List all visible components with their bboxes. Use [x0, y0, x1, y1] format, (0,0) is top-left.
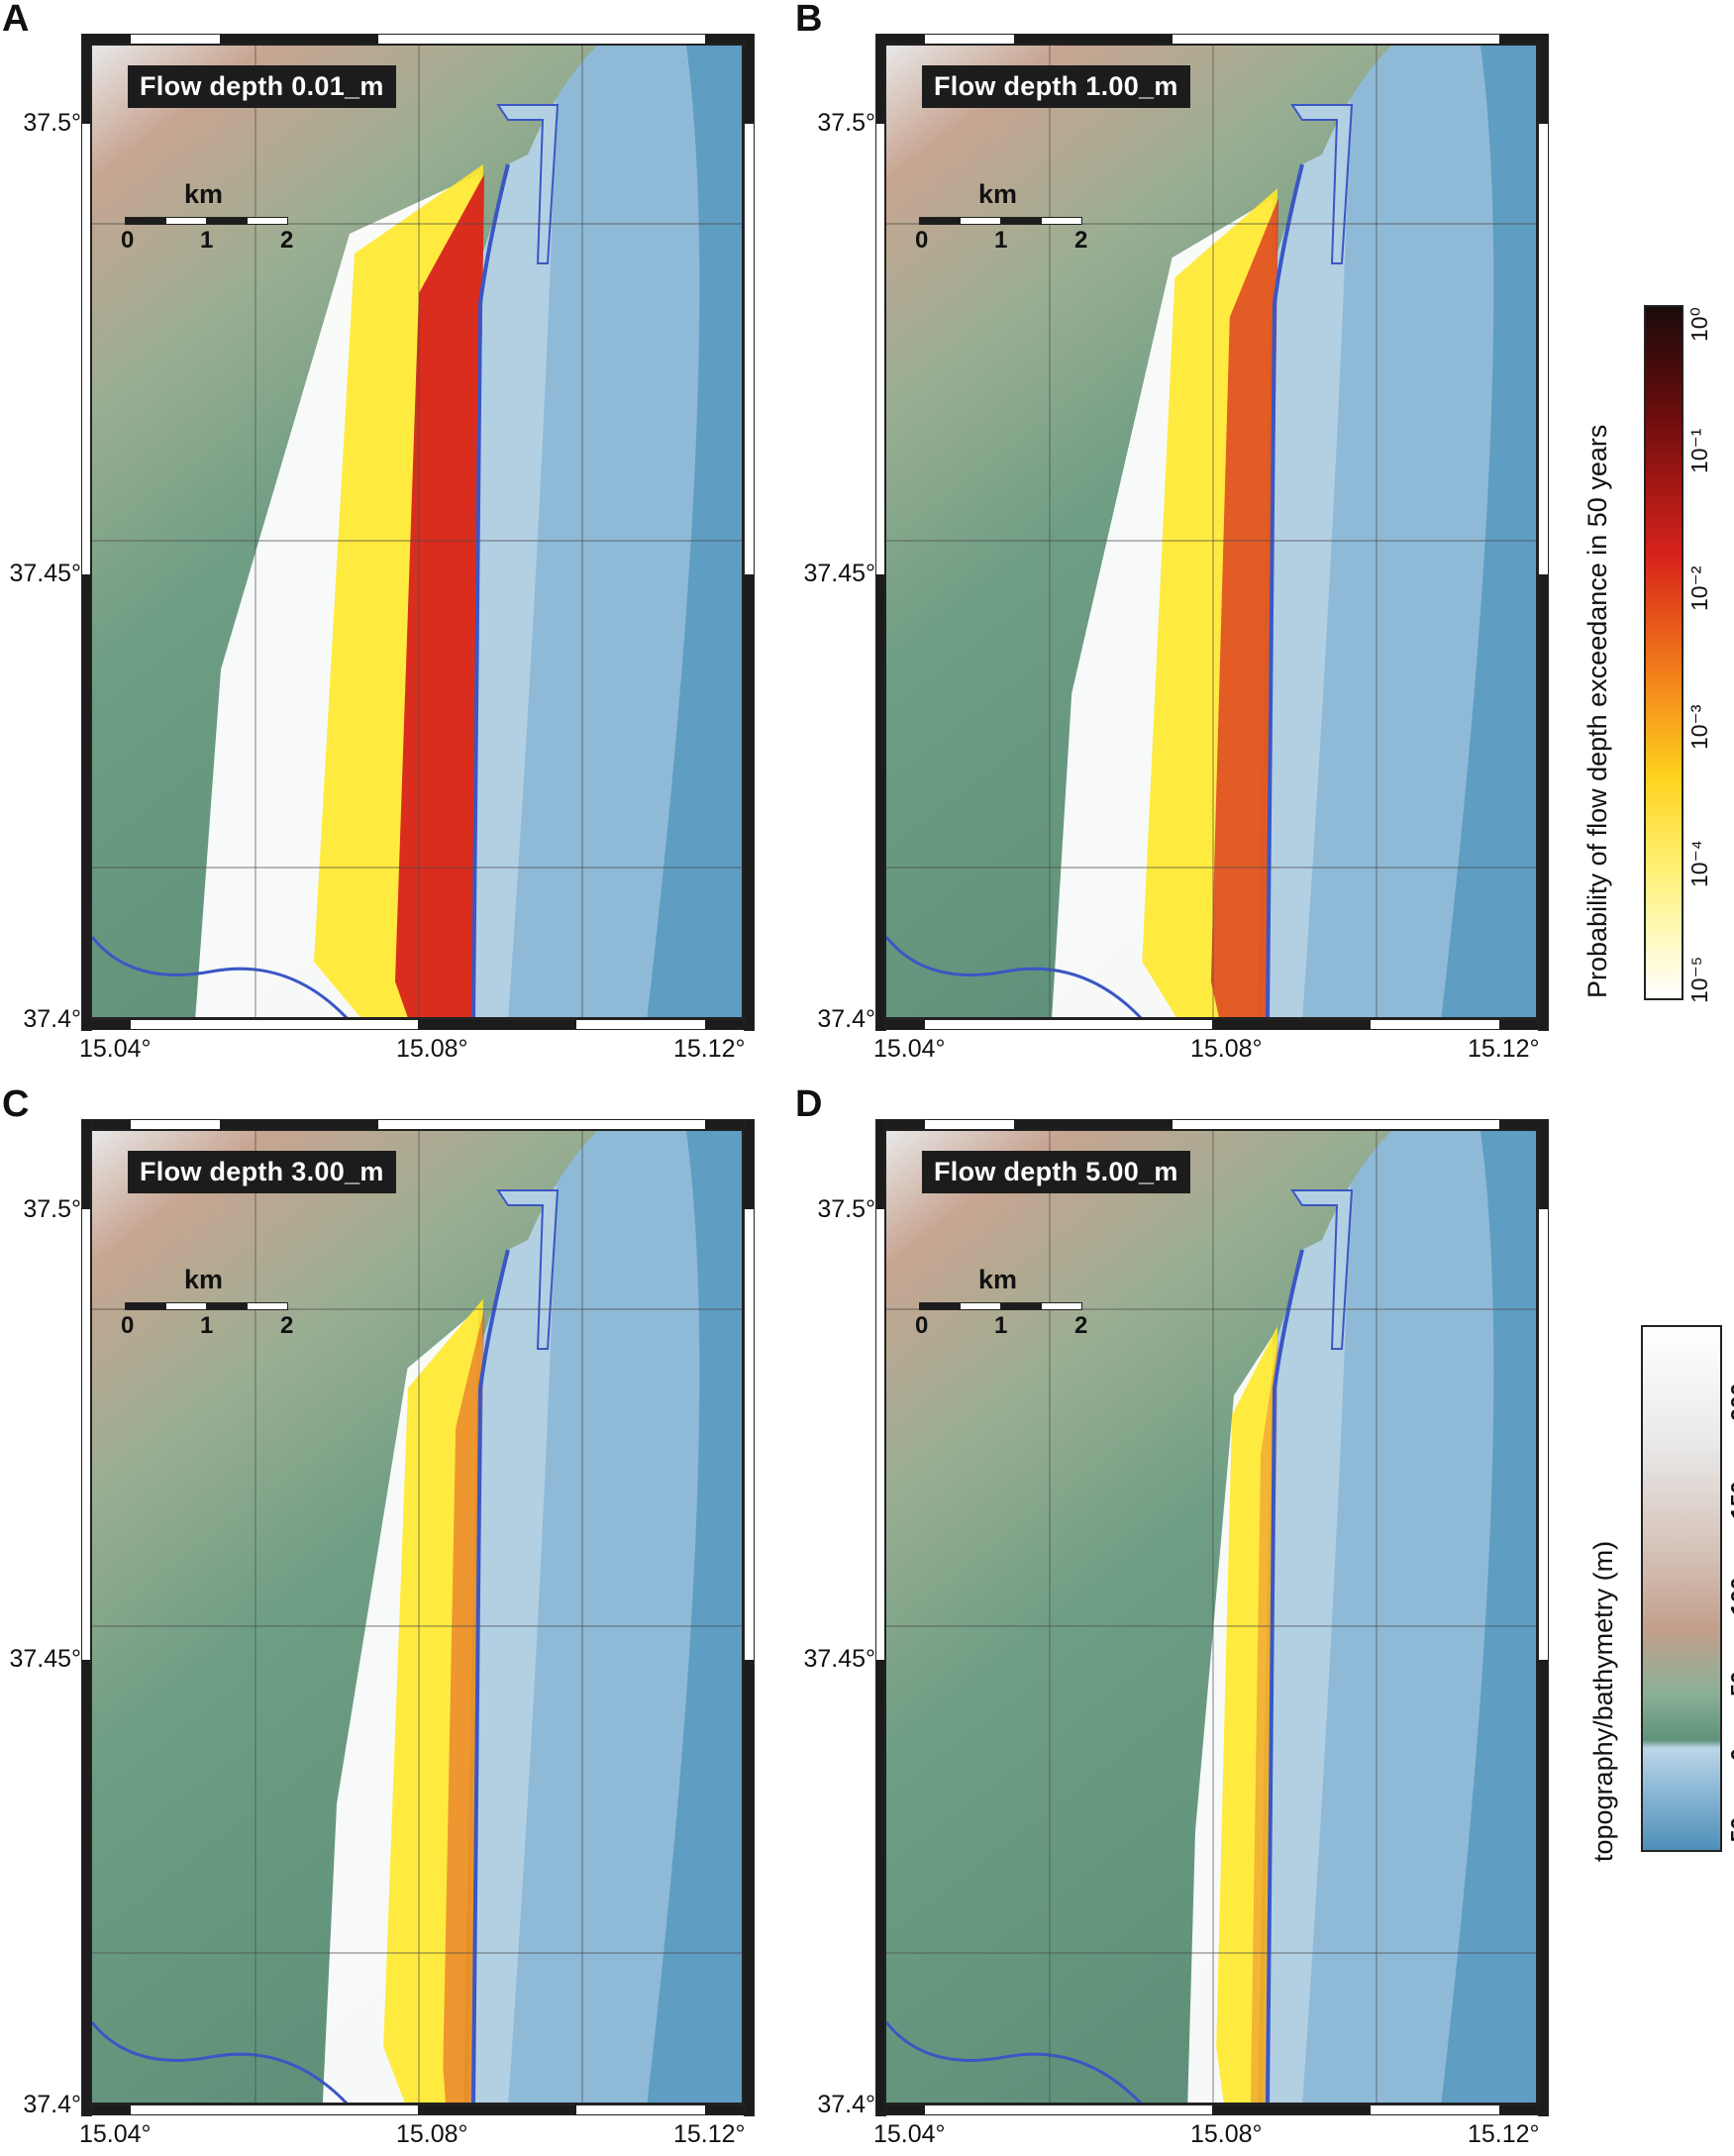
lon-tick-label: 15.08° [1190, 1035, 1263, 1063]
lat-tick-label: 37.45° [9, 1645, 81, 1673]
topography-legend-title: topography/bathymetry (m) [1588, 1540, 1618, 1862]
scale-bar: km 0 1 2 [121, 1265, 294, 1339]
topography-tick-label: 50 [1726, 1671, 1734, 1696]
right-frame-axis [1538, 1119, 1549, 2116]
river [886, 936, 1143, 1017]
lon-tick-label: 15.12° [673, 2120, 746, 2148]
map-title: Flow depth 0.01_m [128, 65, 396, 108]
lon-tick-label: 15.12° [1468, 2120, 1540, 2148]
map-canvas: Flow depth 1.00_m km 0 1 2 [884, 44, 1538, 1019]
topography-tick-label: -50 [1726, 1816, 1734, 1850]
right-frame-axis [744, 34, 755, 1031]
inundation-low-probability [1216, 1326, 1277, 2103]
lon-tick-label: 15.08° [1190, 2120, 1263, 2148]
probability-tick-label: 10⁻⁵ [1686, 956, 1712, 1003]
lon-tick-label: 15.12° [1468, 1035, 1540, 1063]
lon-tick-label: 15.04° [79, 1035, 152, 1063]
map-canvas: Flow depth 5.00_m km 0 1 2 [884, 1129, 1538, 2105]
lon-tick-label: 15.12° [673, 1035, 746, 1063]
right-frame-axis [744, 1119, 755, 2116]
topography-colorbar [1641, 1325, 1722, 1852]
probability-tick-label: 10⁻³ [1686, 704, 1712, 750]
map-canvas: Flow depth 0.01_m km 0 1 2 [90, 44, 744, 1019]
map-layers [92, 46, 742, 1017]
topography-tick-label: 200 [1726, 1383, 1734, 1421]
probability-legend-title: Probability of flow depth exceedance in … [1582, 424, 1612, 998]
coastline [471, 163, 510, 1017]
bottom-frame-axis [884, 2105, 1540, 2115]
topography-tick-label: 150 [1726, 1481, 1734, 1519]
map-title: Flow depth 5.00_m [922, 1151, 1190, 1193]
panel-letter-d: D [795, 1083, 823, 1125]
panel-letter-b: B [795, 0, 823, 40]
bottom-frame-axis [884, 1019, 1540, 1030]
lat-tick-label: 37.4° [23, 2091, 81, 2118]
lat-tick-label: 37.5° [817, 1195, 875, 1223]
map-layers [92, 1131, 742, 2103]
lon-tick-label: 15.04° [873, 2120, 946, 2148]
probability-tick-label: 10⁻¹ [1686, 428, 1712, 473]
lat-tick-label: 37.5° [23, 1195, 81, 1223]
scale-bar: km 0 1 2 [915, 1265, 1088, 1339]
coastline [1266, 163, 1304, 1017]
panel-letter-a: A [2, 0, 30, 40]
lat-tick-label: 37.4° [23, 1005, 81, 1033]
probability-tick-label: 10⁻⁴ [1686, 840, 1712, 887]
probability-tick-label: 10⁰ [1686, 307, 1712, 342]
map-title: Flow depth 1.00_m [922, 65, 1190, 108]
map-title: Flow depth 3.00_m [128, 1151, 396, 1193]
river [92, 2021, 349, 2103]
coastline [1266, 1249, 1304, 2103]
lat-tick-label: 37.4° [817, 2091, 875, 2118]
inundation-low-probability [383, 1298, 483, 2103]
topography-tick-label: 100 [1726, 1577, 1734, 1615]
lat-tick-label: 37.4° [817, 1005, 875, 1033]
lon-tick-label: 15.04° [873, 1035, 946, 1063]
scale-bar: km 0 1 2 [915, 179, 1088, 254]
river [92, 936, 349, 1017]
inundation-high-probability [1210, 198, 1278, 1017]
lon-tick-label: 15.08° [396, 1035, 468, 1063]
probability-colorbar [1644, 305, 1683, 1000]
river [886, 2021, 1143, 2103]
probability-tick-label: 10⁻² [1686, 565, 1712, 611]
lon-tick-label: 15.04° [79, 2120, 152, 2148]
panel-letter-c: C [2, 1083, 30, 1125]
topography-tick-label: 0 [1726, 1748, 1734, 1761]
bottom-frame-axis [90, 2105, 746, 2115]
lat-tick-label: 37.5° [817, 109, 875, 137]
lat-tick-label: 37.5° [23, 109, 81, 137]
lon-tick-label: 15.08° [396, 2120, 468, 2148]
lat-tick-label: 37.45° [9, 560, 81, 587]
map-canvas: Flow depth 3.00_m km 0 1 2 [90, 1129, 744, 2105]
map-layers [886, 1131, 1536, 2103]
lat-tick-label: 37.45° [803, 560, 875, 587]
coastline [471, 1249, 510, 2103]
map-layers [886, 46, 1536, 1017]
right-frame-axis [1538, 34, 1549, 1031]
bottom-frame-axis [90, 1019, 746, 1030]
lat-tick-label: 37.45° [803, 1645, 875, 1673]
inundation-high-probability [395, 174, 484, 1017]
scale-bar: km 0 1 2 [121, 179, 294, 254]
